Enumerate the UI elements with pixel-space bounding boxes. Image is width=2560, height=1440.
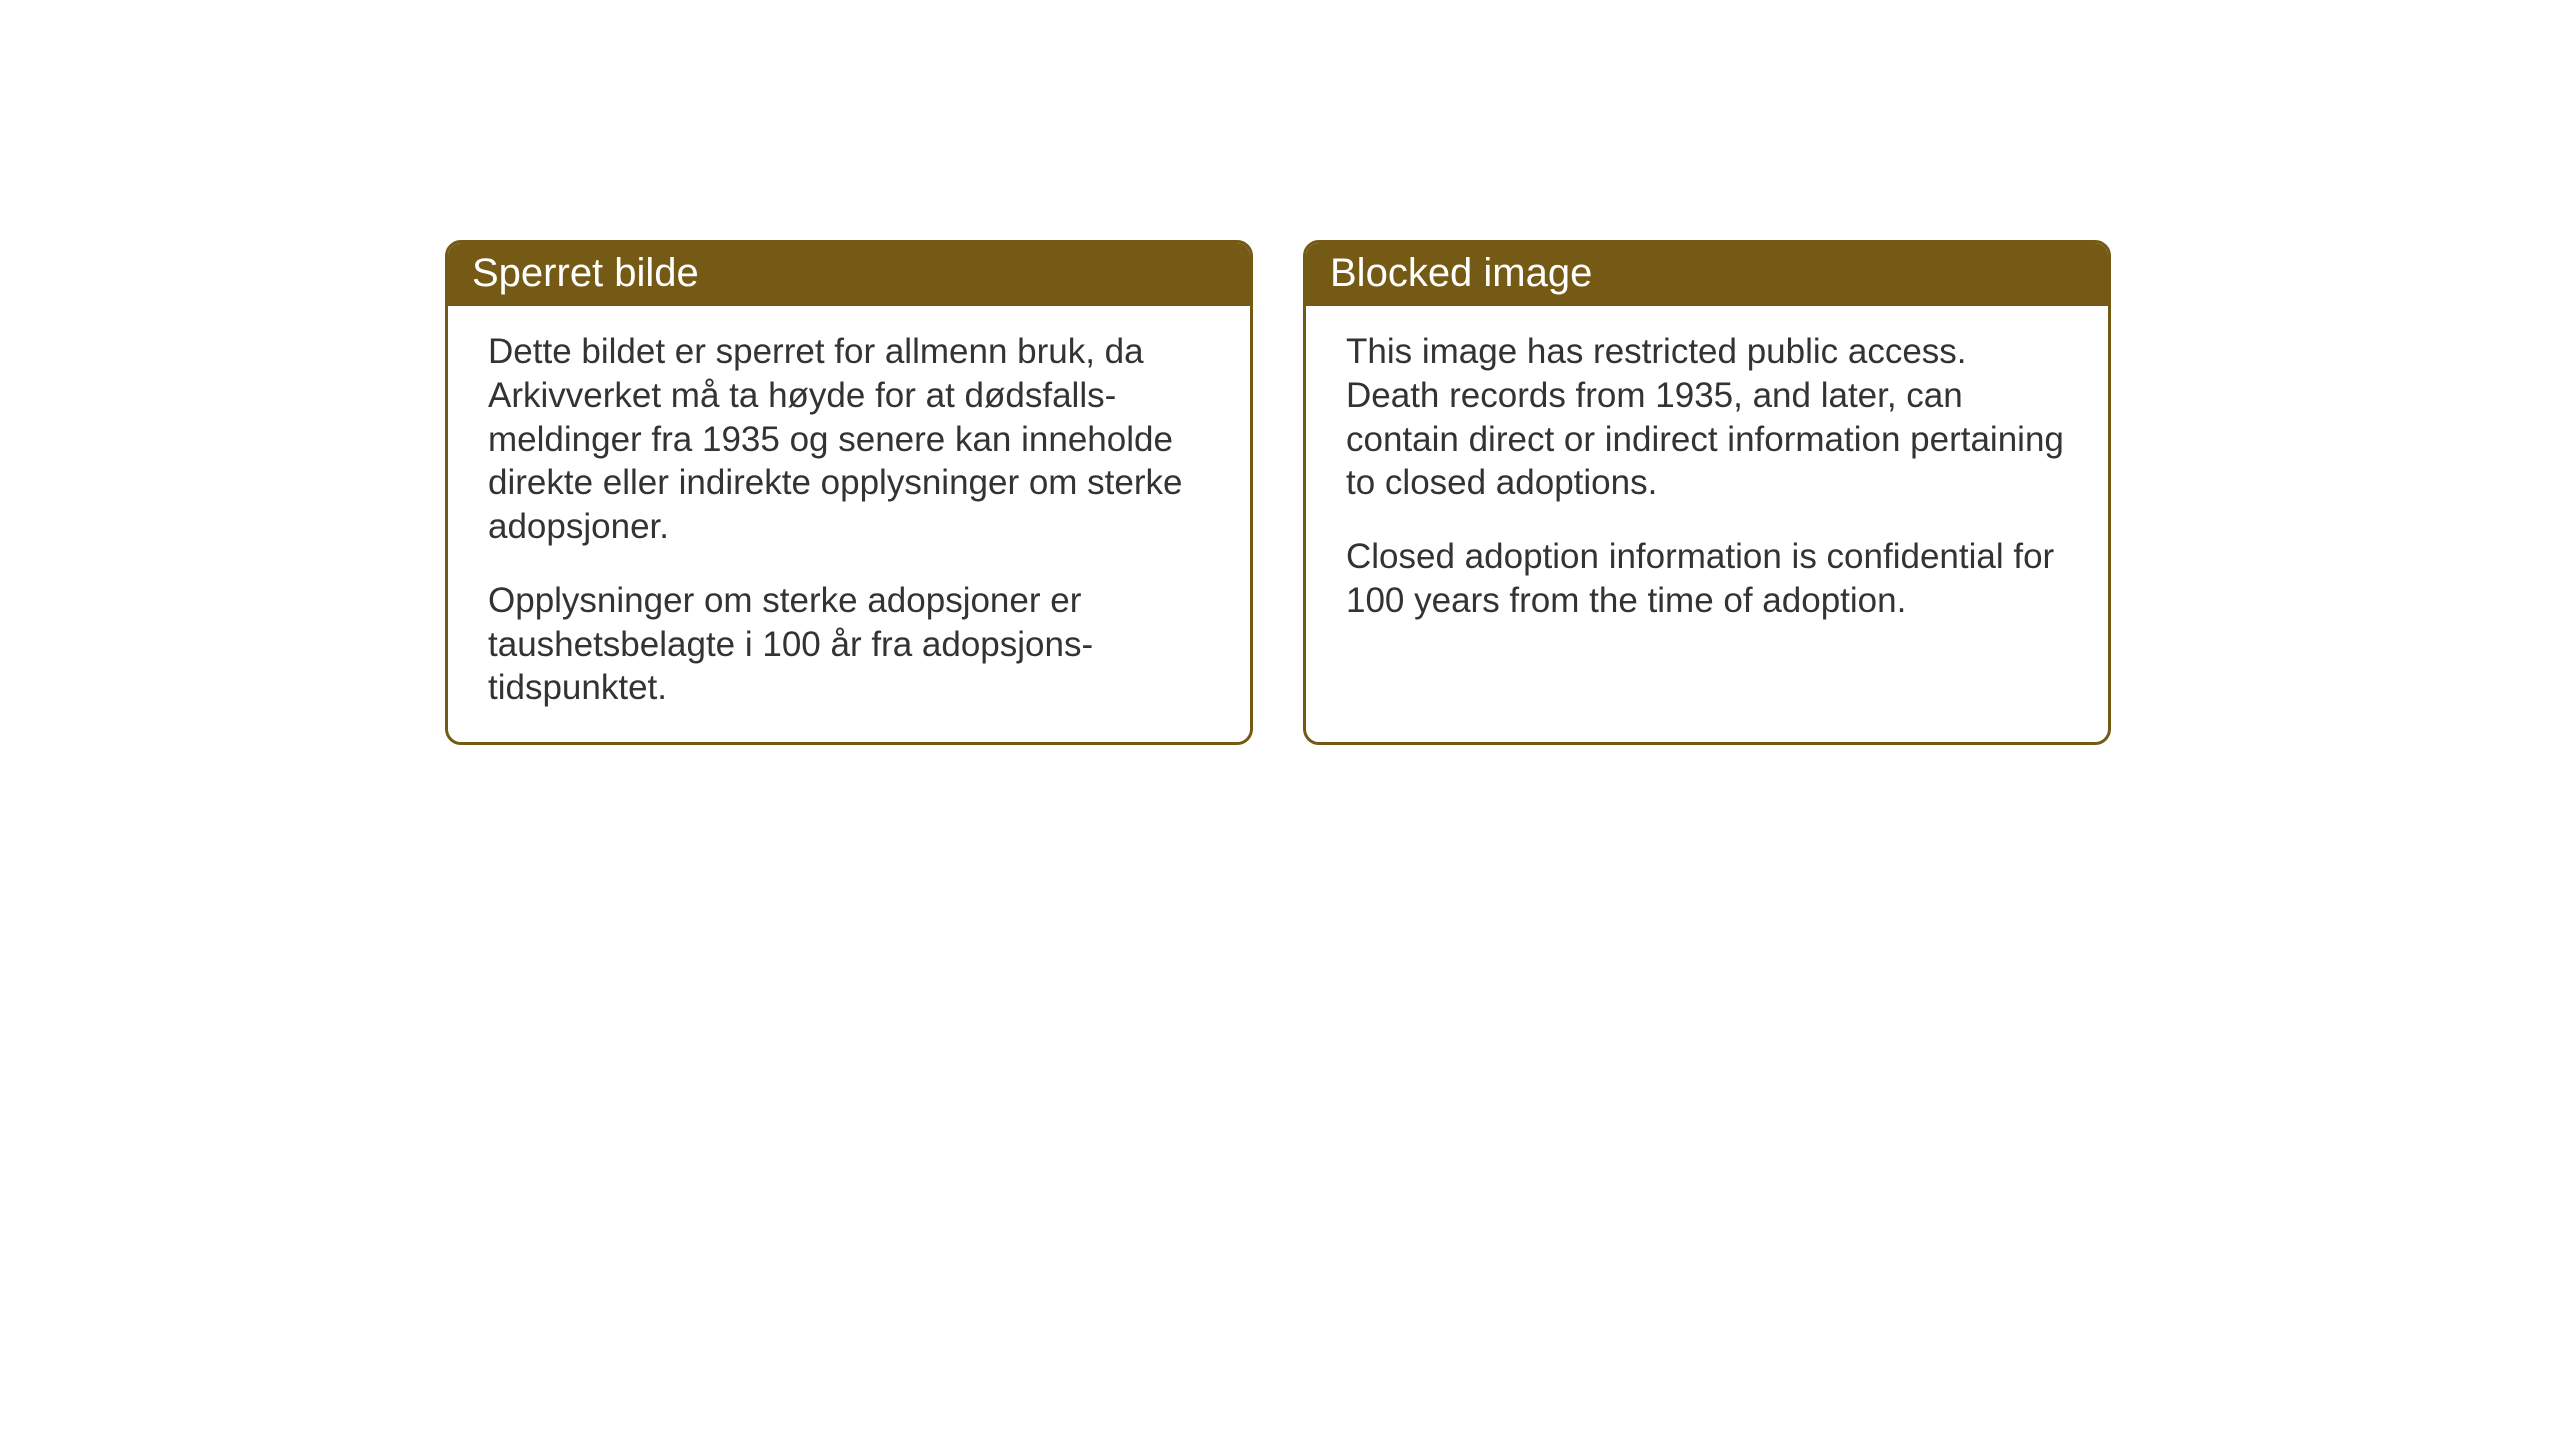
notice-paragraph-1-english: This image has restricted public access.… (1346, 330, 2068, 505)
notice-body-english: This image has restricted public access.… (1306, 306, 2108, 706)
notice-box-norwegian: Sperret bilde Dette bildet er sperret fo… (445, 240, 1253, 745)
notice-paragraph-1-norwegian: Dette bildet er sperret for allmenn bruk… (488, 330, 1210, 549)
notice-body-norwegian: Dette bildet er sperret for allmenn bruk… (448, 306, 1250, 742)
notice-container: Sperret bilde Dette bildet er sperret fo… (0, 0, 2560, 745)
notice-box-english: Blocked image This image has restricted … (1303, 240, 2111, 745)
notice-paragraph-2-english: Closed adoption information is confident… (1346, 535, 2068, 623)
notice-header-english: Blocked image (1306, 243, 2108, 306)
notice-header-norwegian: Sperret bilde (448, 243, 1250, 306)
notice-paragraph-2-norwegian: Opplysninger om sterke adopsjoner er tau… (488, 579, 1210, 710)
